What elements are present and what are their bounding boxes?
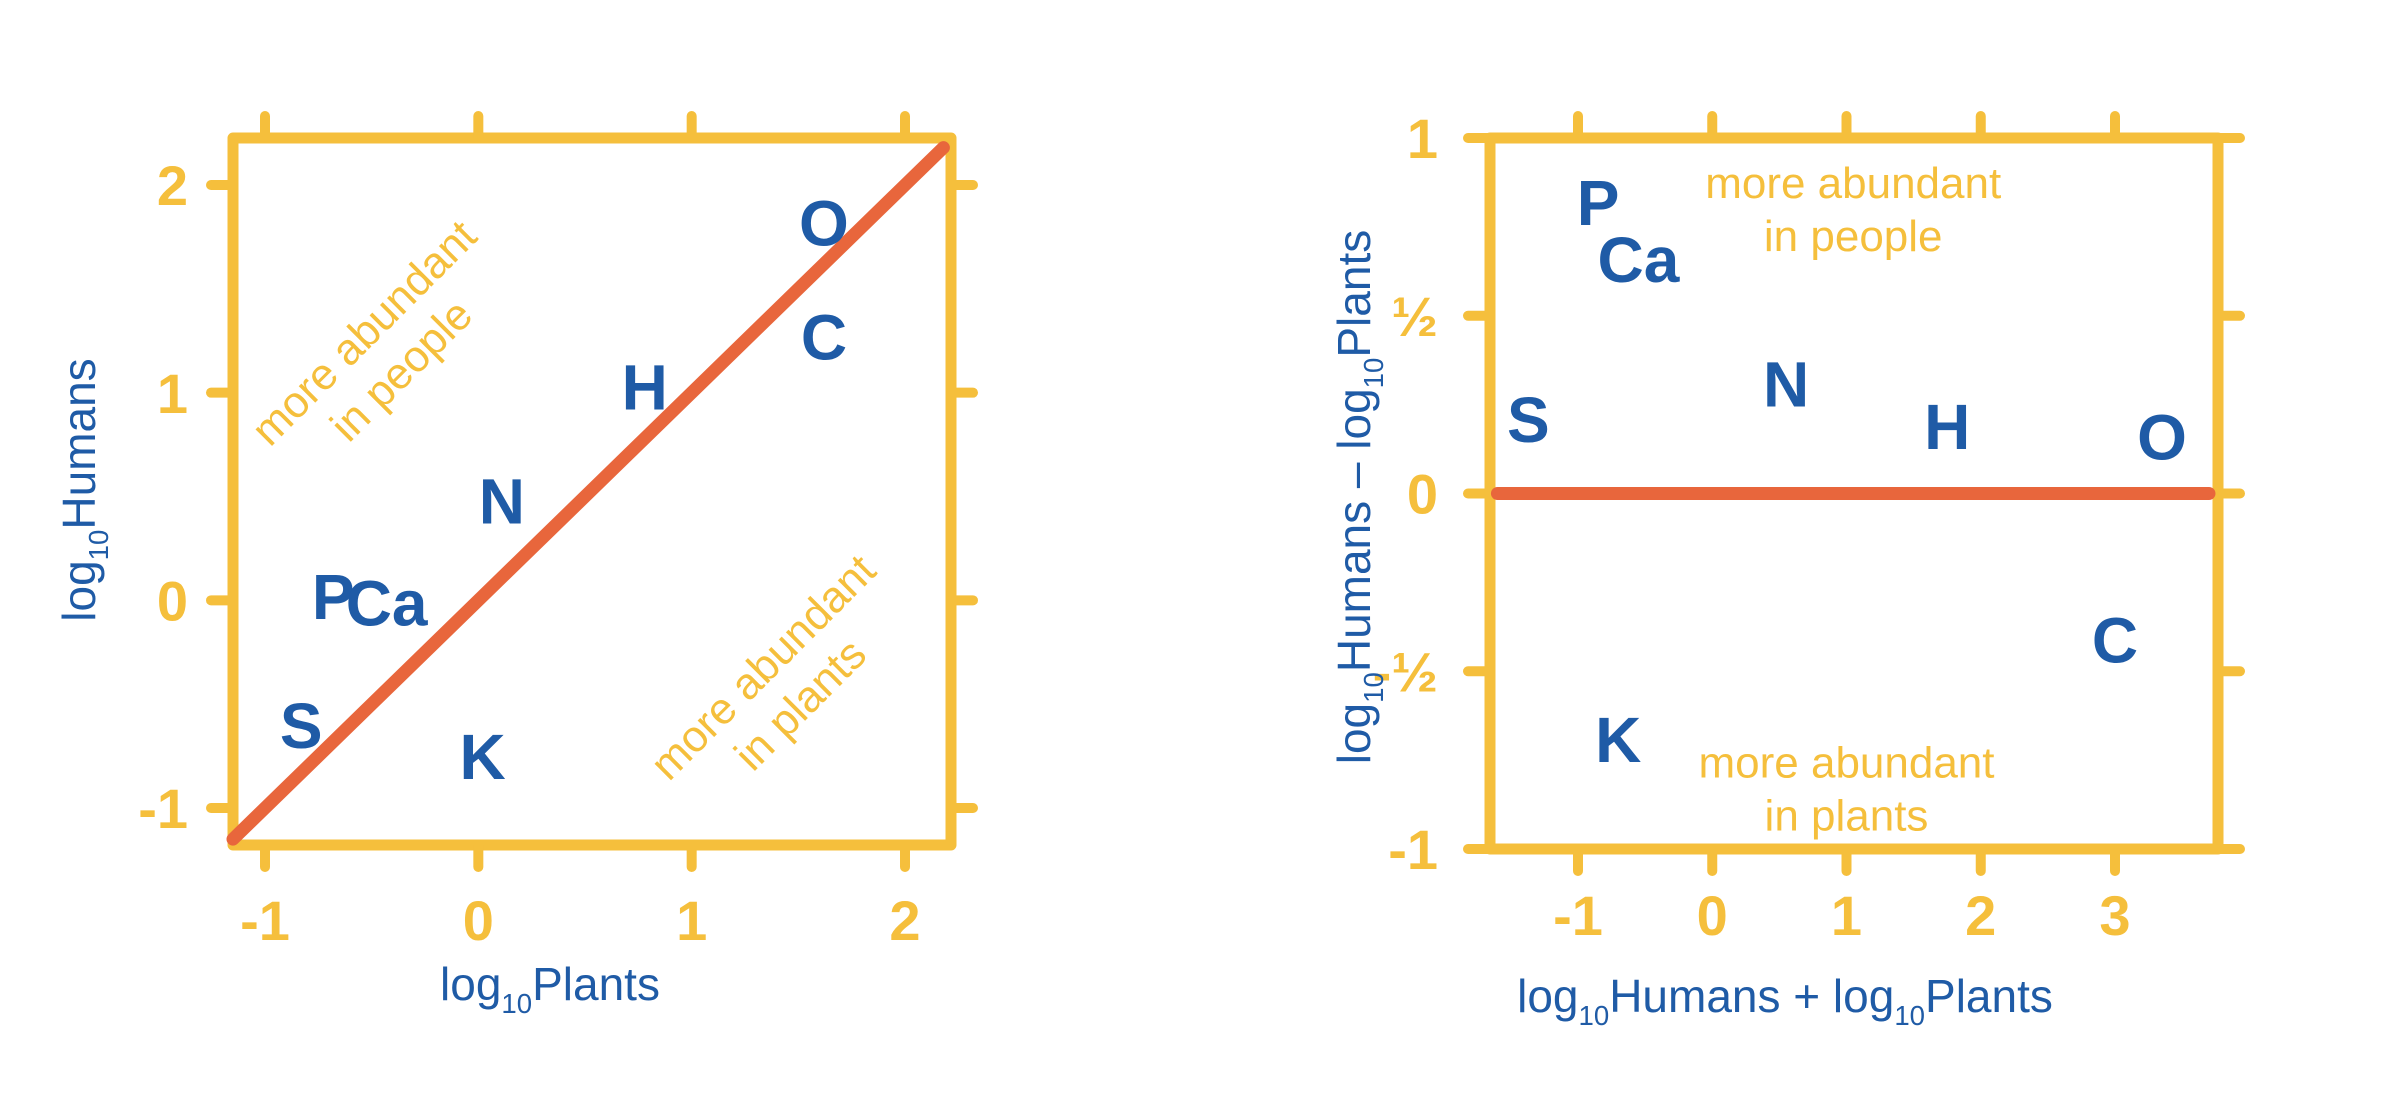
y-tick-label: 1 — [1407, 107, 1438, 170]
chart-log-humans-vs-log-plants: -1 0 1 2 -1 0 1 2 more abundantin people more abu… — [53, 111, 978, 1019]
data-point-s: S — [280, 690, 323, 762]
x-axis-label: log10Humans + log10Plants — [1517, 970, 2053, 1031]
data-point-h: H — [622, 351, 668, 423]
x-tick-label: 0 — [1697, 884, 1728, 947]
y-tick-label: 0 — [1407, 463, 1438, 526]
x-tick-label: 0 — [463, 889, 494, 952]
y-axis-label: log10Humans — [53, 358, 114, 621]
x-tick-label: 1 — [676, 889, 707, 952]
data-point-p: P — [312, 561, 355, 633]
y-axis-label: log10Humans – log10Plants — [1328, 230, 1389, 764]
y-tick-label: -1 — [1388, 818, 1438, 881]
annotation-more-abundant-in-people: more abundantin people — [242, 211, 523, 492]
chart-difference-vs-sum: -1 0 1 2 3 -1 -½ 0 ½ 1 more abundant in people more … — [1328, 107, 2245, 1031]
data-point-k: K — [1595, 704, 1641, 776]
data-point-c: C — [2092, 604, 2138, 676]
x-tick-label: -1 — [1553, 884, 1603, 947]
data-point-s: S — [1507, 384, 1550, 456]
plot-frame — [227, 132, 957, 851]
x-axis-label: log10Plants — [440, 958, 660, 1019]
x-tick-label: 3 — [2099, 884, 2130, 947]
x-tick-label: -1 — [240, 889, 290, 952]
data-point-ca: Ca — [346, 567, 428, 639]
data-point-p: P — [1577, 167, 1620, 239]
x-tick-label: 2 — [1965, 884, 1996, 947]
data-point-ca: Ca — [1598, 224, 1680, 296]
data-point-k: K — [459, 721, 505, 793]
y-tick-label: -1 — [138, 777, 188, 840]
y-tick-label: 2 — [157, 154, 188, 217]
y-tick-label: 0 — [157, 569, 188, 632]
data-point-n: N — [479, 466, 525, 538]
data-point-n: N — [1763, 348, 1809, 420]
reference-line — [226, 141, 950, 846]
y-tick-label: ½ — [1391, 285, 1438, 348]
y-tick-label: -½ — [1373, 640, 1438, 703]
data-point-o: O — [799, 187, 849, 259]
data-point-o: O — [2137, 402, 2187, 474]
x-tick-label: 2 — [889, 889, 920, 952]
x-tick-label: 1 — [1831, 884, 1862, 947]
data-point-c: C — [801, 302, 847, 374]
annotation-more-abundant-in-plants: more abundantin plants — [641, 545, 922, 826]
y-tick-label: 1 — [157, 362, 188, 425]
data-point-h: H — [1924, 391, 1970, 463]
